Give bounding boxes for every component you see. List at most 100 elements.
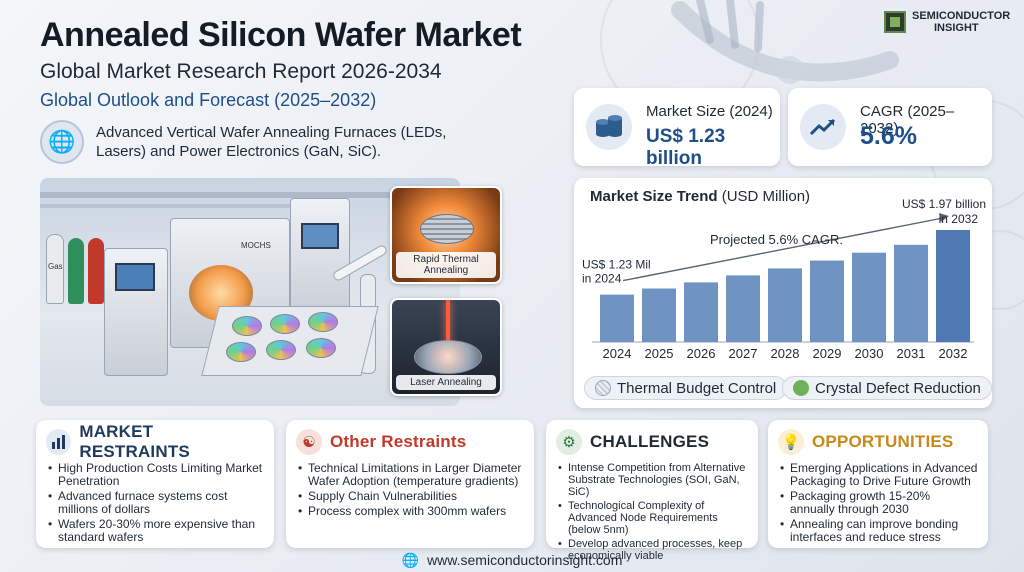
cagr-value: 5.6% <box>860 122 917 150</box>
list-item: Advanced furnace systems cost millions o… <box>46 490 264 516</box>
x-tick-label: 2028 <box>771 346 800 361</box>
gas-cylinder <box>88 238 104 304</box>
bar-2030 <box>852 252 886 342</box>
market-restraints-panel: MARKET RESTRAINTS High Production Costs … <box>36 420 274 548</box>
x-tick-label: 2024 <box>603 346 632 361</box>
robot-hand-illustration <box>671 0 899 84</box>
x-tick-label: 2025 <box>645 346 674 361</box>
gear-icon: ⚙ <box>556 429 582 455</box>
brand-logo: SEMICONDUCTOR INSIGHT <box>884 8 1014 36</box>
chart-title-main: Market Size Trend <box>590 188 718 205</box>
description-text: Advanced Vertical Wafer Annealing Furnac… <box>96 124 447 160</box>
list-item: Annealing can improve bonding interfaces… <box>778 518 978 544</box>
trend-annotation: Projected 5.6% CAGR. <box>710 232 843 247</box>
website-link[interactable]: www.semiconductorinsight.com <box>427 552 623 568</box>
wafer <box>270 314 300 334</box>
list-item: Supply Chain Vulnerabilities <box>296 490 524 504</box>
coin-stack-icon <box>586 104 632 150</box>
leaf-icon <box>793 380 809 396</box>
trend-up-icon <box>800 104 846 150</box>
crystal-defect-label: Crystal Defect Reduction <box>815 379 981 397</box>
opportunities-panel: 💡 OPPORTUNITIES Emerging Applications in… <box>768 420 988 548</box>
inset-label: Laser Annealing <box>396 375 496 390</box>
list-item: Packaging growth 15-20% annually through… <box>778 490 978 516</box>
other-restraints-panel: ☯ Other Restraints Technical Limitations… <box>286 420 534 548</box>
page-subtitle: Global Market Research Report 2026-2034 <box>40 60 442 83</box>
challenges-panel: ⚙ CHALLENGES Intense Competition from Al… <box>546 420 758 562</box>
bar-2029 <box>810 260 844 342</box>
logo-line-1: SEMICONDUCTOR <box>912 10 1011 22</box>
wafer <box>226 342 256 362</box>
bar-2032 <box>936 230 970 342</box>
trend-arrowhead <box>939 213 949 222</box>
laser-annealing-inset: Laser Annealing <box>390 298 502 396</box>
panel-title: CHALLENGES <box>590 432 710 451</box>
cylinder-label: Gas <box>48 262 63 271</box>
wafer <box>414 340 482 374</box>
laser-beam <box>446 300 450 356</box>
gas-cylinder <box>46 234 64 304</box>
start-annotation-line-2: in 2024 <box>582 272 622 286</box>
control-screen <box>115 263 155 291</box>
globe-icon: 🌐 <box>40 120 84 164</box>
cagr-card: CAGR (2025–2032) 5.6% <box>788 88 992 166</box>
bar-2031 <box>894 244 928 342</box>
x-tick-label: 2032 <box>939 346 968 361</box>
pipes <box>40 192 460 198</box>
list-item: Emerging Applications in Advanced Packag… <box>778 462 978 488</box>
market-trend-chart: 2024 2025 2026 2027 2028 2029 2030 2031 2032 US$ … <box>582 197 986 361</box>
wafer <box>232 316 262 336</box>
wafer <box>308 312 338 332</box>
panel-title: Other Restraints <box>330 432 467 451</box>
market-size-value: US$ 1.23 billion <box>646 126 726 169</box>
lightbulb-icon: 💡 <box>778 429 804 455</box>
market-trend-chart-card: Market Size Trend (USD Million) 2024 2025… <box>574 178 992 408</box>
page-title: Annealed Silicon Wafer Market <box>40 16 522 54</box>
cagr-label: CAGR (2025–2032) <box>860 103 955 137</box>
list-item: Intense Competition from Alternative Sub… <box>556 462 748 498</box>
list-item: Technical Limitations in Larger Diameter… <box>296 462 524 488</box>
end-annotation-line-1: US$ 1.97 billion <box>902 197 986 211</box>
bar-2027 <box>726 275 760 342</box>
list-item: Wafers 20-30% more expensive than standa… <box>46 518 264 544</box>
list-item: Process complex with 300mm wafers <box>296 505 524 519</box>
start-annotation-line-1: US$ 1.23 Mil <box>582 258 651 272</box>
chart-title-unit: (USD Million) <box>721 188 811 205</box>
control-screen <box>301 223 339 249</box>
texture-icon <box>595 380 611 396</box>
machine-label: MOCHS <box>241 241 271 250</box>
bar-2026 <box>684 282 718 342</box>
crystal-defect-chip: Crystal Defect Reduction <box>782 376 992 400</box>
control-cabinet <box>104 248 168 376</box>
trend-line <box>622 217 944 282</box>
logo-line-2: INSIGHT <box>934 22 979 34</box>
thermal-budget-chip: Thermal Budget Control <box>584 376 788 400</box>
market-size-card: Market Size (2024) US$ 1.23 billion <box>574 88 780 169</box>
x-tick-label: 2031 <box>897 346 926 361</box>
x-tick-label: 2027 <box>729 346 758 361</box>
footer: 🌐 www.semiconductorinsight.com <box>0 548 1024 572</box>
wafer <box>306 338 336 358</box>
chip-logo-icon <box>884 11 906 33</box>
inset-label: Rapid Thermal Annealing <box>396 252 496 278</box>
forecast-period: Global Outlook and Forecast (2025–2032) <box>40 90 377 110</box>
handshake-icon: ☯ <box>296 429 322 455</box>
list-item: High Production Costs Limiting Market Pe… <box>46 462 264 488</box>
globe-icon: 🌐 <box>401 551 420 568</box>
x-tick-label: 2026 <box>687 346 716 361</box>
bar-2028 <box>768 268 802 342</box>
list-item: Technological Complexity of Advanced Nod… <box>556 500 748 536</box>
bar-chart-icon <box>46 429 72 455</box>
panel-title: OPPORTUNITIES <box>812 432 954 451</box>
bar-2025 <box>642 288 676 342</box>
wafer-stack <box>420 214 474 244</box>
wafer <box>266 340 296 360</box>
description-block: 🌐 Advanced Vertical Wafer Annealing Furn… <box>40 120 456 164</box>
end-annotation-line-2: in 2032 <box>939 212 979 226</box>
x-tick-label: 2030 <box>855 346 884 361</box>
panel-title: MARKET RESTRAINTS <box>79 422 190 461</box>
hero-illustration: Gas MOCHS <box>40 178 460 406</box>
list-item: Develop advanced processes, keep economi… <box>556 538 748 562</box>
furnace-unit <box>290 198 350 318</box>
thermal-budget-label: Thermal Budget Control <box>617 379 777 397</box>
